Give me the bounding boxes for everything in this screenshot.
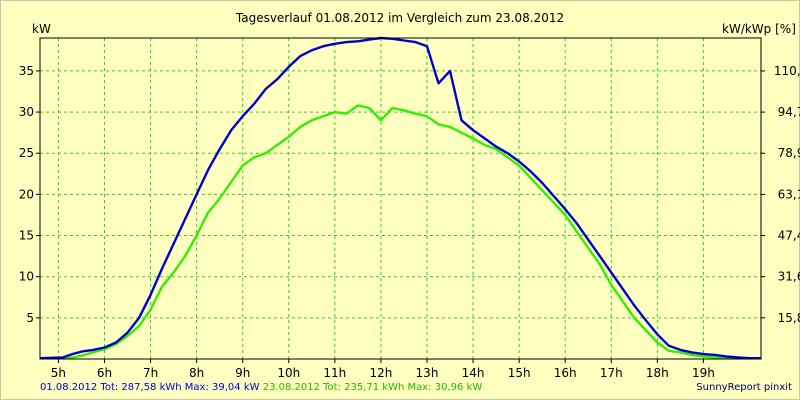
y-tick-label-right: 94,7: [778, 105, 800, 119]
x-tick-label: 10h: [277, 366, 300, 380]
x-tick-label: 19h: [692, 366, 715, 380]
y-tick-label-right: 47,4: [778, 229, 800, 243]
x-tick-label: 6h: [97, 366, 112, 380]
chart-title: Tagesverlauf 01.08.2012 im Vergleich zum…: [235, 11, 564, 25]
y-axis-left-label: kW: [32, 22, 51, 36]
x-tick-label: 17h: [600, 366, 623, 380]
x-tick-label: 8h: [189, 366, 204, 380]
footer-series2-stats: 23.08.2012 Tot: 235,71 kWh Max: 30,96 kW: [262, 382, 483, 393]
series-line-01-08-2012: [39, 36, 761, 360]
y-tick-label-right: 15,8: [778, 311, 800, 325]
series-layer: [39, 36, 761, 360]
x-tick-label: 18h: [646, 366, 669, 380]
x-tick-label: 14h: [462, 366, 485, 380]
y-tick-label-left: 35: [19, 64, 34, 78]
y-tick-label-right: 78,9: [778, 146, 800, 160]
y-tick-label-left: 5: [26, 311, 34, 325]
x-tick-label: 7h: [143, 366, 158, 380]
y-tick-label-left: 20: [19, 187, 34, 201]
y-tick-label-right: 63,1: [778, 187, 800, 201]
footer-brand: SunnyReport pinxit: [696, 382, 792, 393]
plot-border: [39, 37, 762, 360]
y-tick-label-left: 15: [19, 229, 34, 243]
y-tick-label-left: 30: [19, 105, 34, 119]
tick-labels: 5h 6h 7h 8h 9h 10h 11h 12h 13h 14h 15h 16h 17h 18h 19h…: [19, 64, 800, 380]
axes: [36, 37, 765, 363]
y-tick-label-right: 110,5: [774, 64, 800, 78]
x-tick-label: 16h: [554, 366, 577, 380]
footer-series1-stats: 01.08.2012 Tot: 287,58 kWh Max: 39,04 kW: [40, 382, 260, 393]
series-line-23-08-2012: [40, 104, 761, 360]
x-tick-label: 5h: [51, 366, 66, 380]
x-tick-label: 9h: [235, 366, 250, 380]
x-tick-label: 13h: [416, 366, 439, 380]
x-tick-label: 11h: [323, 366, 346, 380]
x-tick-label: 15h: [508, 366, 531, 380]
y-axis-right-label: kW/kWp [%]: [722, 22, 796, 36]
grid: [40, 38, 761, 359]
x-tick-label: 12h: [369, 366, 392, 380]
y-tick-label-right: 31,6: [778, 270, 800, 284]
y-tick-label-left: 25: [19, 146, 34, 160]
footer: 01.08.2012 Tot: 287,58 kWh Max: 39,04 kW…: [40, 382, 482, 393]
y-tick-label-left: 10: [19, 270, 34, 284]
